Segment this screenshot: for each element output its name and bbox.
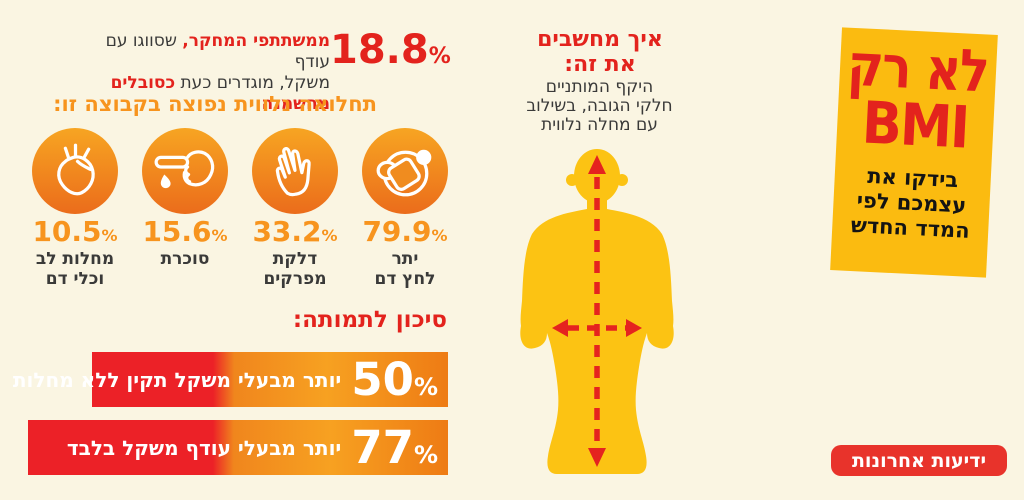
percent-sign: % bbox=[413, 373, 438, 401]
heart-icon bbox=[32, 128, 118, 214]
blood-drop-finger-icon bbox=[142, 128, 228, 214]
stat-digits: 18.8 bbox=[330, 27, 429, 73]
body-silhouette-figure bbox=[520, 149, 674, 474]
bmi-badge: לא רק BMI בידקו את עצמכם לפי המדד החדש bbox=[830, 27, 998, 278]
comorbidity-value: 10.5% bbox=[32, 215, 118, 248]
percent-sign: % bbox=[101, 226, 118, 245]
headline-stat-value: 18.8% bbox=[330, 30, 451, 70]
waist-arrow bbox=[552, 319, 642, 337]
publisher-name: ידיעות אחרונות bbox=[851, 449, 987, 472]
comorbidity-label: מחלות לב וכלי דם bbox=[35, 249, 115, 289]
comorbidity-item-arthritis: 33.2% דלקת מפרקים bbox=[240, 128, 350, 289]
mortality-bar-50: 50% יותר מבעלי משקל תקין ללא מחלות bbox=[13, 352, 448, 407]
comorbidity-value: 15.6% bbox=[142, 215, 228, 248]
mortality-heading: סיכון לתמותה: bbox=[292, 307, 447, 333]
mortality-bar-77: 77% יותר מבעלי עודף משקל בלבד bbox=[28, 420, 448, 475]
comorbidity-item-heart: 10.5% מחלות לב וכלי דם bbox=[20, 128, 130, 289]
bar-value: 50% bbox=[351, 353, 438, 406]
badge-title-latin: BMI bbox=[860, 88, 970, 162]
percent-sign: % bbox=[321, 226, 338, 245]
stat-text-line2: משקל, מוגדרים כעת כסובלים מהשמנה bbox=[110, 73, 330, 114]
comorbidity-item-hypertension: 79.9% יתר לחץ דם bbox=[350, 128, 460, 289]
height-arrow bbox=[588, 155, 606, 467]
bar-label: יותר מבעלי משקל תקין ללא מחלות bbox=[12, 367, 342, 392]
comorbidity-label: יתר לחץ דם bbox=[374, 249, 436, 289]
percent-sign: % bbox=[211, 226, 228, 245]
open-hand-icon bbox=[252, 128, 338, 214]
comorbidity-heading: תחלואה נלווית נפוצה בקבוצה זו: bbox=[53, 92, 377, 116]
headline-stat-text: ממשתתפי המחקר, שסווגו עם עודף משקל, מוגד… bbox=[80, 31, 330, 115]
blood-pressure-cuff-icon bbox=[362, 128, 448, 214]
comorbidity-label: דלקת מפרקים bbox=[263, 249, 327, 289]
percent-sign: % bbox=[428, 44, 451, 69]
bar-label: יותר מבעלי עודף משקל בלבד bbox=[66, 435, 342, 460]
percent-sign: % bbox=[431, 226, 448, 245]
percent-sign: % bbox=[413, 441, 438, 469]
comorbidity-value: 33.2% bbox=[252, 215, 338, 248]
comorbidity-item-diabetes: 15.6% סוכרת bbox=[130, 128, 240, 269]
badge-subtitle: בידקו את עצמכם לפי המדד החדש bbox=[850, 163, 971, 243]
method-description: היקף המותניים חלקי הגובה, בשילוב עם מחלה… bbox=[526, 77, 673, 135]
stat-text-line1: ממשתתפי המחקר, שסווגו עם עודף bbox=[105, 31, 330, 72]
publisher-logo: ידיעות אחרונות bbox=[831, 445, 1007, 476]
bar-value: 77% bbox=[351, 421, 438, 474]
comorbidity-label: סוכרת bbox=[160, 249, 210, 269]
comorbidity-value: 79.9% bbox=[362, 215, 448, 248]
method-heading: איך מחשבים את זה: bbox=[537, 27, 663, 77]
